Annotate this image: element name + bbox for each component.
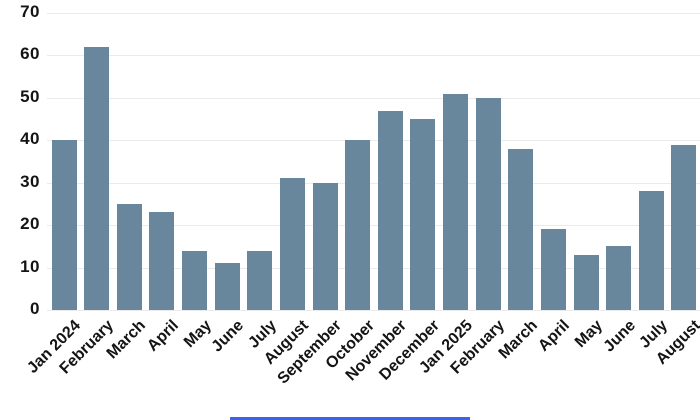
bar-march [116,203,142,310]
bar-june [606,246,632,310]
gridline [47,97,700,99]
bar-jan-2024 [51,140,77,310]
bar-october [345,140,371,310]
y-axis-tick-label: 50 [20,87,40,107]
gridline [47,225,700,227]
bar-may [182,250,208,310]
bar-march [508,148,534,310]
gridline [47,182,700,184]
y-axis-tick-label: 30 [20,171,40,191]
gridline [47,310,700,311]
gridline [47,267,700,269]
y-axis-tick-label: 60 [20,44,40,64]
y-axis-tick-label: 0 [30,299,40,319]
bar-february [475,97,501,310]
bar-february [84,46,110,310]
bar-december [410,119,436,310]
gridline [47,140,700,142]
partial-blue-element[interactable] [230,417,470,420]
bar-august [279,178,305,310]
bar-july [638,191,664,310]
bar-april [149,212,175,310]
bar-july [247,250,273,310]
bar-april [540,229,566,310]
y-axis-tick-label: 40 [20,129,40,149]
y-axis-tick-label: 10 [20,256,40,276]
bar-september [312,182,338,310]
y-axis-tick-label: 20 [20,214,40,234]
bar-august [671,144,697,310]
y-axis-tick-label: 70 [20,2,40,22]
bar-jan-2025 [443,93,469,310]
gridline [47,13,700,14]
bar-november [377,110,403,310]
gridline [47,55,700,57]
bar-may [573,254,599,310]
bar-june [214,263,240,310]
